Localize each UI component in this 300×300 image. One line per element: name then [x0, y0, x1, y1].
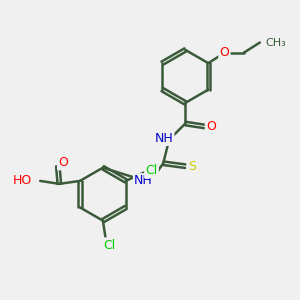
Text: NH: NH	[134, 174, 153, 188]
Text: Cl: Cl	[145, 164, 158, 177]
Text: S: S	[188, 160, 196, 173]
Text: O: O	[58, 156, 68, 169]
Text: Cl: Cl	[103, 238, 116, 252]
Text: O: O	[220, 46, 230, 59]
Text: CH₃: CH₃	[265, 38, 286, 47]
Text: O: O	[206, 120, 216, 133]
Text: HO: HO	[13, 174, 32, 188]
Text: NH: NH	[154, 132, 173, 145]
